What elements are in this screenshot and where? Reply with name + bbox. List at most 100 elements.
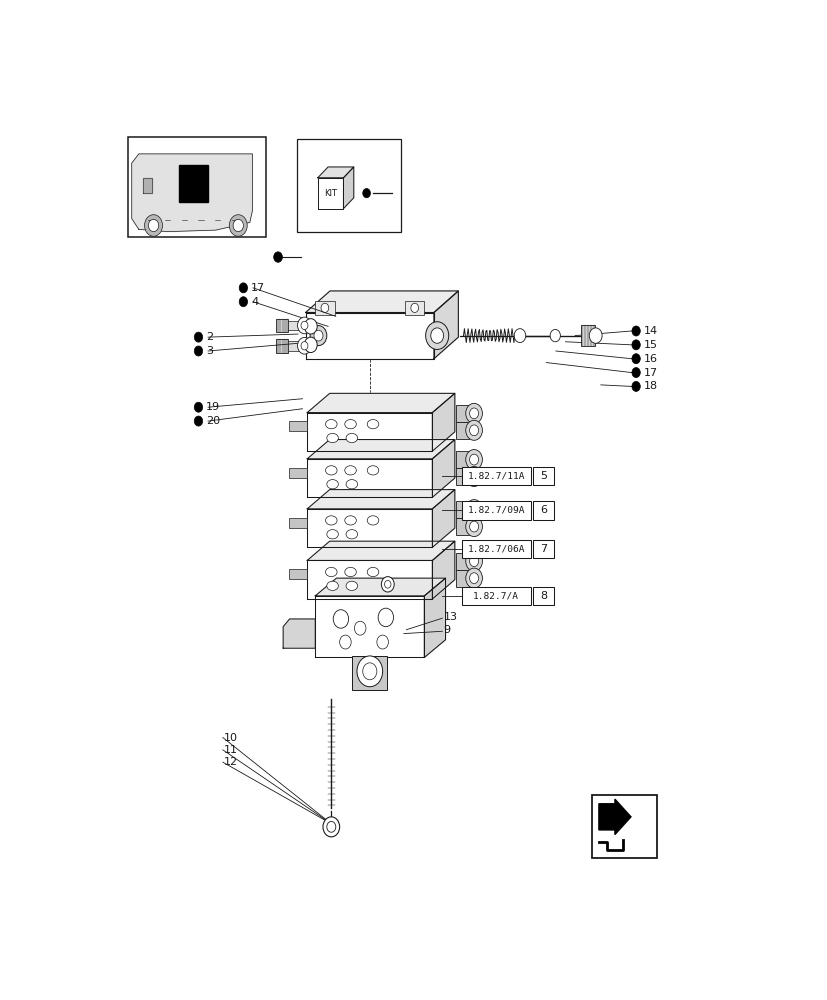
Circle shape	[194, 332, 203, 342]
Text: 19: 19	[206, 402, 220, 412]
Circle shape	[469, 408, 478, 419]
Polygon shape	[307, 440, 454, 459]
Ellipse shape	[346, 480, 357, 489]
Ellipse shape	[327, 581, 338, 590]
Circle shape	[313, 330, 323, 341]
Text: 5: 5	[539, 471, 547, 481]
Bar	[456, 405, 468, 422]
Text: 10: 10	[224, 733, 238, 743]
Polygon shape	[433, 291, 458, 359]
Ellipse shape	[367, 516, 378, 525]
Bar	[289, 518, 307, 528]
Circle shape	[274, 252, 282, 262]
Text: 3: 3	[206, 346, 213, 356]
Bar	[533, 466, 553, 485]
Polygon shape	[307, 393, 454, 413]
Circle shape	[145, 215, 162, 236]
Text: 17: 17	[643, 368, 657, 378]
Bar	[315, 301, 334, 315]
Ellipse shape	[325, 466, 337, 475]
Circle shape	[410, 303, 418, 312]
Bar	[456, 468, 468, 485]
Text: KIT: KIT	[323, 189, 337, 198]
Circle shape	[631, 368, 639, 378]
Bar	[456, 501, 468, 518]
Bar	[288, 321, 304, 330]
Bar	[581, 325, 595, 346]
Circle shape	[465, 517, 482, 537]
Bar	[456, 553, 468, 570]
Circle shape	[194, 402, 203, 412]
Polygon shape	[315, 596, 424, 657]
Circle shape	[469, 471, 478, 482]
Bar	[289, 421, 307, 431]
Text: 12: 12	[224, 757, 238, 767]
Bar	[456, 570, 468, 587]
Bar	[456, 518, 468, 535]
Text: 14: 14	[643, 326, 657, 336]
Bar	[533, 501, 553, 520]
Circle shape	[321, 303, 328, 312]
Circle shape	[356, 656, 382, 687]
Text: 2: 2	[206, 332, 213, 342]
Circle shape	[194, 346, 203, 356]
Text: 1.82.7/11A: 1.82.7/11A	[467, 471, 524, 480]
Circle shape	[631, 326, 639, 336]
Circle shape	[304, 319, 317, 334]
Bar	[456, 451, 468, 468]
Polygon shape	[131, 154, 252, 232]
Circle shape	[430, 328, 443, 343]
Circle shape	[310, 326, 327, 346]
Circle shape	[425, 322, 448, 349]
Ellipse shape	[325, 420, 337, 429]
Text: 8: 8	[539, 591, 547, 601]
Text: 1.82.7/09A: 1.82.7/09A	[467, 506, 524, 515]
Bar	[127, 137, 265, 237]
Polygon shape	[432, 440, 454, 497]
Bar	[297, 139, 401, 232]
Text: 4: 4	[251, 297, 258, 307]
Polygon shape	[307, 413, 432, 451]
Polygon shape	[305, 312, 433, 359]
Ellipse shape	[367, 466, 378, 475]
Bar	[533, 587, 553, 605]
Text: 7: 7	[539, 544, 547, 554]
Circle shape	[362, 663, 376, 680]
Bar	[592, 795, 656, 858]
Polygon shape	[315, 578, 445, 596]
Bar	[461, 587, 530, 605]
Circle shape	[469, 425, 478, 436]
Circle shape	[469, 454, 478, 465]
Bar	[533, 540, 553, 558]
Circle shape	[323, 817, 339, 837]
Bar	[456, 422, 468, 439]
Polygon shape	[305, 291, 458, 312]
Bar	[275, 339, 288, 353]
Ellipse shape	[346, 581, 357, 590]
Circle shape	[297, 317, 311, 334]
Circle shape	[465, 420, 482, 440]
Circle shape	[239, 283, 247, 293]
Ellipse shape	[327, 480, 338, 489]
Bar	[404, 301, 423, 315]
Circle shape	[148, 219, 159, 232]
Text: 6: 6	[539, 505, 547, 515]
Polygon shape	[143, 178, 151, 193]
Bar	[461, 540, 530, 558]
Circle shape	[465, 551, 482, 571]
Circle shape	[514, 329, 525, 343]
Polygon shape	[283, 619, 315, 648]
Circle shape	[469, 521, 478, 532]
Bar	[461, 501, 530, 520]
Polygon shape	[343, 167, 353, 209]
Circle shape	[354, 621, 366, 635]
Ellipse shape	[346, 530, 357, 539]
Polygon shape	[307, 490, 454, 509]
Ellipse shape	[344, 516, 356, 525]
Circle shape	[233, 219, 243, 232]
Circle shape	[327, 821, 336, 832]
Ellipse shape	[325, 567, 337, 577]
Ellipse shape	[344, 567, 356, 577]
Bar	[289, 569, 307, 579]
Bar	[289, 468, 307, 478]
